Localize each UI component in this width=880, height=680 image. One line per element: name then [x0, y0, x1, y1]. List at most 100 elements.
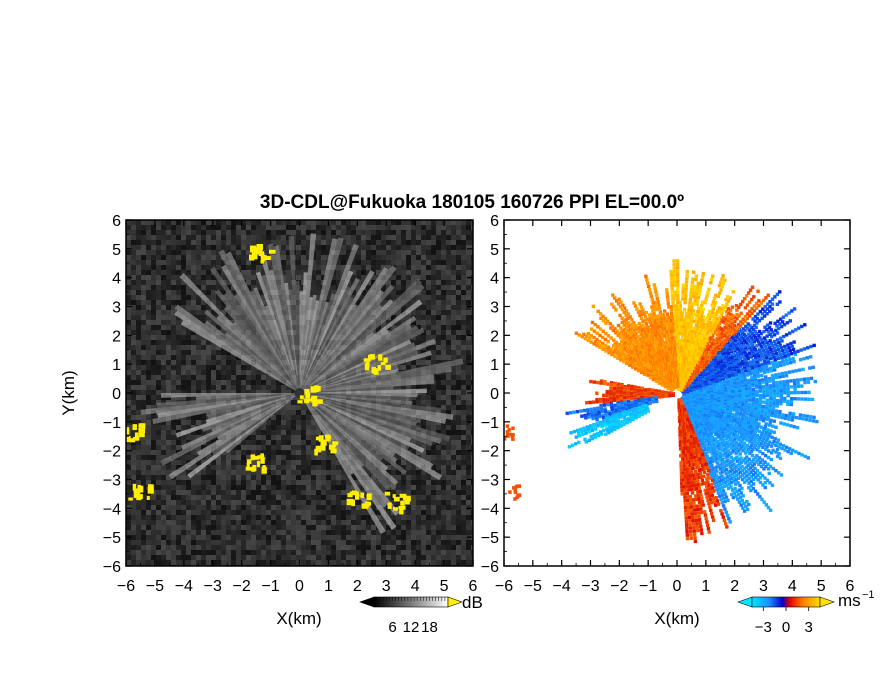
snr-noise-cell	[301, 250, 306, 255]
snr-noise-cell	[431, 515, 436, 520]
snr-noise-cell	[216, 240, 221, 245]
snr-noise-cell	[456, 520, 461, 525]
snr-noise-cell	[466, 250, 471, 255]
snr-noise-cell	[381, 460, 386, 465]
snr-noise-cell	[221, 560, 226, 565]
snr-noise-cell	[221, 455, 226, 460]
snr-noise-cell	[451, 550, 456, 555]
snr-noise-cell	[306, 440, 311, 445]
snr-noise-cell	[141, 345, 146, 350]
snr-noise-cell	[151, 390, 156, 395]
snr-noise-cell	[201, 315, 206, 320]
snr-noise-cell	[216, 230, 221, 235]
snr-noise-cell	[261, 445, 266, 450]
snr-beam	[299, 233, 317, 393]
snr-noise-cell	[456, 290, 461, 295]
snr-noise-cell	[186, 305, 191, 310]
snr-noise-cell	[386, 280, 391, 285]
snr-noise-cell	[466, 395, 471, 400]
snr-noise-cell	[381, 490, 386, 495]
snr-noise-cell	[256, 265, 261, 270]
snr-noise-cell	[226, 390, 231, 395]
snr-noise-cell	[151, 265, 156, 270]
snr-noise-cell	[196, 495, 201, 500]
snr-beam	[299, 393, 387, 508]
snr-noise-cell	[451, 405, 456, 410]
snr-noise-cell	[451, 255, 456, 260]
snr-noise-cell	[131, 455, 136, 460]
snr-noise-cell	[451, 265, 456, 270]
snr-noise-cell	[141, 370, 146, 375]
snr-noise-cell	[356, 505, 361, 510]
snr-noise-cell	[316, 480, 321, 485]
snr-noise-cell	[146, 340, 151, 345]
snr-noise-cell	[211, 510, 216, 515]
snr-noise-cell	[236, 460, 241, 465]
snr-noise-cell	[136, 470, 141, 475]
snr-noise-cell	[146, 380, 151, 385]
snr-noise-cell	[201, 510, 206, 515]
snr-noise-cell	[246, 230, 251, 235]
snr-noise-cell	[266, 220, 271, 225]
snr-noise-cell	[321, 485, 326, 490]
snr-noise-cell	[186, 395, 191, 400]
snr-noise-cell	[451, 485, 456, 490]
snr-noise-cell	[211, 520, 216, 525]
snr-noise-cell	[211, 365, 216, 370]
snr-noise-cell	[451, 540, 456, 545]
snr-noise-cell	[471, 375, 473, 380]
snr-noise-cell	[326, 510, 331, 515]
snr-noise-cell	[276, 380, 281, 385]
snr-noise-cell	[461, 270, 466, 275]
snr-noise-cell	[296, 235, 301, 240]
snr-noise-cell	[181, 265, 186, 270]
snr-noise-cell	[351, 540, 356, 545]
snr-noise-cell	[196, 415, 201, 420]
snr-noise-cell	[266, 445, 271, 450]
snr-noise-cell	[226, 475, 231, 480]
snr-noise-cell	[196, 535, 201, 540]
snr-noise-cell	[446, 525, 451, 530]
snr-noise-cell	[256, 285, 261, 290]
snr-noise-cell	[131, 340, 136, 345]
snr-noise-cell	[451, 490, 456, 495]
snr-noise-cell	[461, 300, 466, 305]
snr-noise-cell	[416, 305, 421, 310]
snr-beam	[299, 393, 396, 457]
snr-noise-cell	[151, 270, 156, 275]
snr-noise-cell	[306, 510, 311, 515]
snr-noise-cell	[131, 470, 136, 475]
snr-noise-cell	[271, 230, 276, 235]
snr-noise-cell	[401, 260, 406, 265]
snr-noise-cell	[226, 495, 231, 500]
snr-beam	[299, 374, 435, 393]
snr-noise-cell	[311, 430, 316, 435]
snr-noise-cell	[426, 385, 431, 390]
snr-noise-cell	[391, 560, 396, 565]
snr-noise-cell	[441, 510, 446, 515]
snr-noise-cell	[331, 460, 336, 465]
snr-noise-cell	[211, 250, 216, 255]
snr-noise-cell	[321, 505, 326, 510]
snr-noise-cell	[406, 480, 411, 485]
snr-noise-cell	[351, 220, 356, 225]
snr-noise-cell	[246, 235, 251, 240]
snr-noise-cell	[211, 350, 216, 355]
snr-noise-cell	[431, 305, 436, 310]
snr-noise-cell	[321, 495, 326, 500]
snr-noise-cell	[331, 455, 336, 460]
snr-noise-cell	[266, 550, 271, 555]
snr-noise-cell	[171, 560, 176, 565]
snr-noise-cell	[176, 435, 181, 440]
snr-beam	[220, 264, 300, 393]
snr-beam	[299, 272, 308, 393]
snr-noise-cell	[281, 390, 286, 395]
snr-noise-cell	[186, 230, 191, 235]
snr-noise-cell	[246, 485, 251, 490]
snr-noise-cell	[451, 240, 456, 245]
snr-noise-cell	[186, 365, 191, 370]
snr-noise-cell	[126, 460, 131, 465]
snr-noise-cell	[446, 270, 451, 275]
snr-noise-cell	[316, 440, 321, 445]
snr-noise-cell	[136, 475, 141, 480]
